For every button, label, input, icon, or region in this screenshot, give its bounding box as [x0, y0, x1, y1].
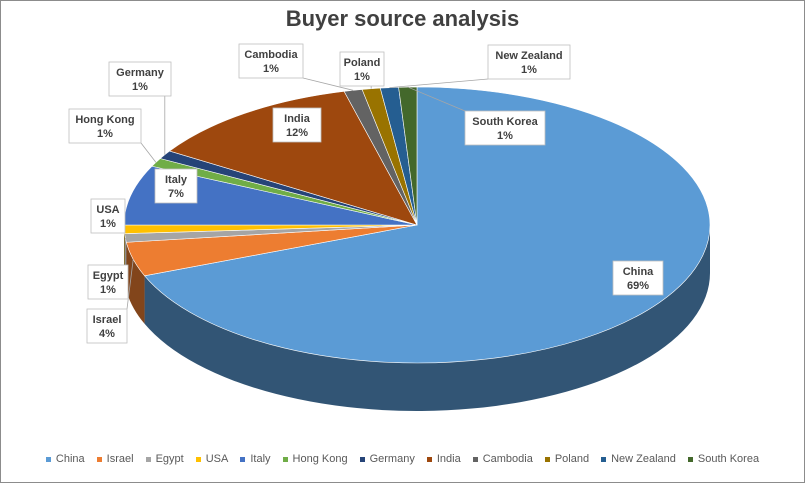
data-label-category-india: India: [284, 113, 311, 125]
data-label-value-germany: 1%: [132, 81, 148, 93]
data-label-category-germany: Germany: [116, 67, 165, 79]
data-label-box-italy: [154, 168, 198, 204]
data-label-category-china: China: [623, 266, 654, 278]
data-label-box-new-zealand: [487, 44, 571, 80]
data-label-value-poland: 1%: [354, 71, 370, 83]
data-label-box-hong-kong: [68, 108, 142, 144]
data-label-category-cambodia: Cambodia: [244, 49, 298, 61]
pie-top-faces: [123, 86, 711, 364]
legend-label-poland: Poland: [554, 453, 590, 465]
pie-slice-china[interactable]: [144, 86, 711, 364]
legend-label-cambodia: Cambodia: [482, 453, 533, 465]
leader-line-israel: [126, 259, 134, 310]
pie-slice-south-korea[interactable]: [398, 86, 418, 226]
data-label-category-egypt: Egypt: [93, 270, 124, 282]
data-label-value-egypt: 1%: [100, 284, 116, 296]
data-label-value-usa: 1%: [100, 218, 116, 230]
legend-swatch-china: [45, 456, 51, 462]
legend-swatch-usa: [195, 456, 201, 462]
leader-line-hong-kong: [140, 142, 157, 163]
data-label-value-south-korea: 1%: [497, 130, 513, 142]
data-label-box-india: [272, 107, 322, 143]
legend-item-italy[interactable]: Italy: [240, 453, 271, 465]
data-label-value-new-zealand: 1%: [521, 64, 537, 76]
legend-swatch-hong-kong: [282, 456, 288, 462]
data-label-category-hong-kong: Hong Kong: [75, 114, 134, 126]
legend-label-germany: Germany: [369, 453, 415, 465]
data-label-value-hong-kong: 1%: [97, 128, 113, 140]
legend-item-india[interactable]: India: [426, 453, 461, 465]
legend-item-germany[interactable]: Germany: [359, 453, 415, 465]
legend-item-new-zealand[interactable]: New Zealand: [601, 453, 676, 465]
data-label-box-egypt: [87, 264, 129, 300]
leader-line-new-zealand: [389, 78, 489, 89]
legend-swatch-india: [426, 456, 432, 462]
legend-item-egypt[interactable]: Egypt: [145, 453, 184, 465]
data-label-value-israel: 4%: [99, 328, 115, 340]
data-label-category-israel: Israel: [93, 314, 122, 326]
pie-side-israel: [126, 242, 145, 324]
legend-item-cambodia[interactable]: Cambodia: [472, 453, 533, 465]
legend-swatch-new-zealand: [601, 456, 607, 462]
legend-label-usa: USA: [205, 453, 229, 465]
legend-swatch-cambodia: [472, 456, 478, 462]
data-label-value-india: 12%: [286, 127, 308, 139]
pie-side-china: [144, 225, 710, 411]
legend-swatch-egypt: [145, 456, 151, 462]
legend-label-new-zealand: New Zealand: [611, 453, 676, 465]
legend-label-egypt: Egypt: [155, 453, 184, 465]
legend-swatch-poland: [544, 456, 550, 462]
data-label-box-poland: [339, 51, 385, 87]
data-label-value-cambodia: 1%: [263, 63, 279, 75]
data-label-category-italy: Italy: [165, 174, 188, 186]
pie-slice-india[interactable]: [168, 91, 418, 226]
legend-item-south-korea[interactable]: South Korea: [687, 453, 760, 465]
data-label-value-italy: 7%: [168, 188, 184, 200]
leader-line-cambodia: [302, 77, 354, 91]
legend-item-usa[interactable]: USA: [195, 453, 229, 465]
leader-line-south-korea: [407, 86, 466, 112]
legend-label-south-korea: South Korea: [697, 453, 760, 465]
data-labels: China 69% Israel 4% Egypt 1% USA 1% Italy 7% Hong …: [68, 43, 664, 344]
legend-item-hong-kong[interactable]: Hong Kong: [282, 453, 348, 465]
legend-label-israel: Israel: [106, 453, 134, 465]
legend-item-israel[interactable]: Israel: [96, 453, 134, 465]
legend-label-india: India: [436, 453, 461, 465]
legend-label-italy: Italy: [250, 453, 271, 465]
data-label-category-poland: Poland: [344, 57, 381, 69]
data-label-box-china: [612, 260, 664, 296]
legend-item-poland[interactable]: Poland: [544, 453, 590, 465]
legend-swatch-israel: [96, 456, 102, 462]
data-label-box-usa: [90, 198, 126, 234]
legend-swatch-italy: [240, 456, 246, 462]
data-label-category-south-korea: South Korea: [472, 116, 538, 128]
data-label-value-china: 69%: [627, 280, 649, 292]
legend-label-china: China: [55, 453, 85, 465]
legend-label-hong-kong: Hong Kong: [292, 453, 348, 465]
data-label-category-usa: USA: [96, 204, 119, 216]
legend-swatch-south-korea: [687, 456, 693, 462]
legend-item-china[interactable]: China: [45, 453, 85, 465]
data-label-box-israel: [86, 308, 128, 344]
data-label-box-cambodia: [238, 43, 304, 79]
data-label-box-south-korea: [464, 110, 546, 146]
legend: China Israel Egypt USA Italy Hong Kong Germany…: [1, 453, 804, 465]
pie-plot-area: China 69% Israel 4% Egypt 1% USA 1% Italy 7% Hong …: [68, 43, 711, 411]
data-label-box-germany: [108, 61, 172, 97]
legend-swatch-germany: [359, 456, 365, 462]
chart-title: Buyer source analysis: [285, 6, 520, 31]
data-label-category-new-zealand: New Zealand: [495, 50, 562, 62]
